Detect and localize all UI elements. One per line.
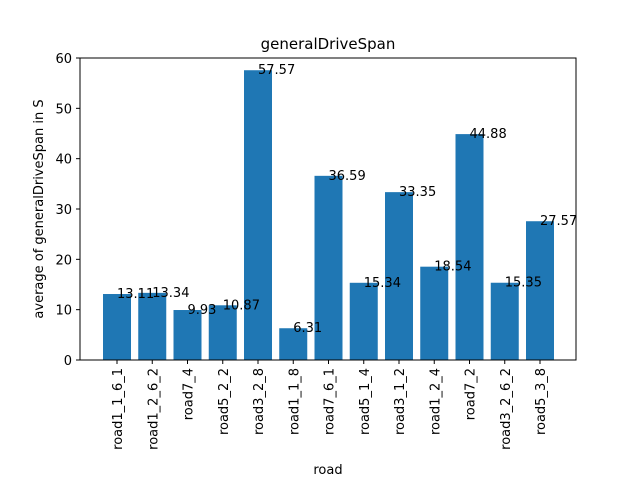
y-tick-label: 0	[64, 354, 72, 369]
x-tick-label: road1_2_4	[428, 368, 443, 435]
chart-title: generalDriveSpan	[261, 35, 396, 53]
x-axis: road1_1_6_1 road1_2_6_2 road7_4 road5_2_2 ro…	[111, 360, 549, 450]
bar-road1_2_4	[420, 266, 449, 360]
y-tick-label: 20	[55, 253, 72, 268]
y-tick-label: 60	[55, 52, 72, 67]
x-tick-label: road5_2_2	[217, 368, 232, 435]
x-tick-label: road3_2_6_2	[499, 368, 514, 450]
data-label-road1_2_6_2: 13.34	[152, 286, 189, 301]
y-tick-label: 10	[55, 304, 72, 319]
data-label-road7_4: 9.93	[188, 303, 217, 318]
y-tick-label: 40	[55, 153, 72, 168]
x-tick-label: road3_2_8	[252, 368, 267, 435]
y-tick-label: 30	[55, 203, 72, 218]
bar-road5_1_4	[349, 282, 378, 360]
y-axis-title: average of generalDriveSpan in S	[32, 99, 47, 318]
x-tick-label: road1_1_6_1	[111, 368, 126, 450]
bar-road7_4	[173, 310, 202, 360]
x-tick-label: road5_3_8	[534, 368, 549, 435]
x-tick-label: road1_2_6_2	[146, 368, 161, 450]
x-tick-label: road1_1_8	[287, 368, 302, 435]
data-label-road1_1_6_1: 13.11	[117, 287, 154, 302]
x-tick-label: road5_1_4	[358, 368, 373, 435]
bar-road5_3_8	[526, 221, 554, 360]
bar-road1_1_8	[279, 328, 308, 360]
data-label-road1_2_4: 18.54	[434, 260, 471, 275]
data-label-road3_2_6_2: 15.35	[505, 276, 542, 291]
bar-road3_1_2	[385, 192, 413, 360]
bar-road5_2_2	[208, 305, 237, 360]
bar-road1_1_6_1	[103, 294, 131, 360]
bars-group	[103, 70, 554, 360]
y-axis: 0 10 20 30 40 50 60	[55, 52, 80, 369]
x-axis-title: road	[313, 463, 342, 478]
x-tick-label: road7_2	[464, 368, 479, 420]
x-tick-label: road7_4	[182, 368, 197, 420]
bar-road3_2_8	[244, 70, 272, 360]
x-tick-label: road7_6_1	[323, 368, 338, 435]
data-label-road5_2_2: 10.87	[223, 298, 260, 313]
bar-road3_2_6_2	[490, 282, 519, 360]
y-tick-label: 50	[55, 102, 72, 117]
bar-road7_6_1	[314, 175, 343, 360]
data-label-road1_1_8: 6.31	[293, 321, 322, 336]
bar-road1_2_6_2	[138, 292, 167, 360]
data-label-road7_2: 44.88	[470, 127, 507, 142]
data-label-road5_3_8: 27.57	[540, 214, 577, 229]
x-tick-label: road3_1_2	[393, 368, 408, 435]
data-label-road5_1_4: 15.34	[364, 276, 401, 291]
data-label-road7_6_1: 36.59	[329, 169, 366, 184]
data-label-road3_1_2: 33.35	[399, 185, 436, 200]
bar-road7_2	[455, 134, 484, 360]
data-label-road3_2_8: 57.57	[258, 63, 295, 78]
